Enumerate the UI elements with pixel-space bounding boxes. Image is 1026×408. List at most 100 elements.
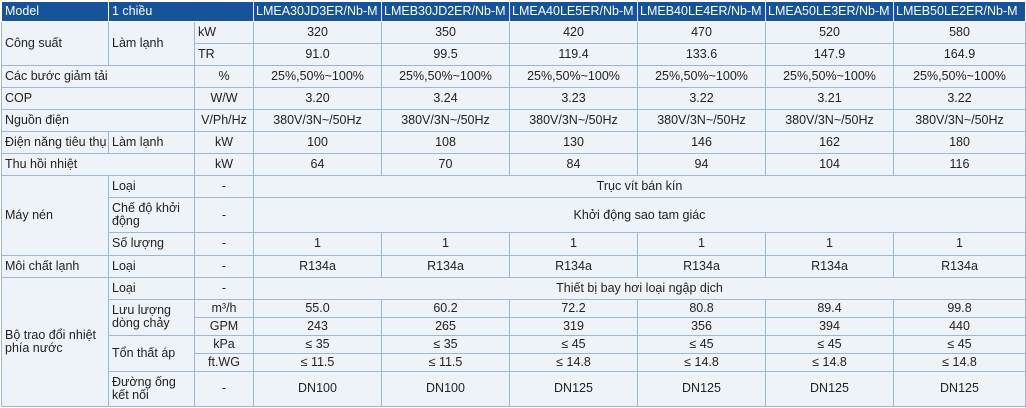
value-cell: 3.20: [253, 87, 382, 111]
value-cell: ≤ 14.8: [509, 352, 638, 372]
compressor-type-row: Máy nén Loại - Trục vít bán kín: [1, 175, 1026, 256]
value-cell: ≤ 14.8: [893, 352, 1026, 372]
value-cell: 243: [253, 316, 382, 336]
value-cell: DN125: [637, 370, 766, 408]
unit-cell: m³/h: [194, 298, 254, 318]
value-cell: ≤ 45: [637, 334, 766, 354]
load-steps-row: Các bước giảm tải % 25%,50%~100% 25%,50%…: [1, 65, 1026, 89]
value-cell: 25%,50%~100%: [637, 65, 766, 89]
capacity-kw-row: Công suất Làm lạnh kW 320 350 420 470 52…: [1, 20, 1026, 67]
value-cell: 55.0: [253, 298, 382, 318]
unit-cell: kPa: [194, 334, 254, 354]
header-model-name: LMEA40LE5ER/Nb-M: [509, 1, 638, 22]
compressor-qty-row: Số lượng - 1 1 1 1 1 1: [2, 232, 1026, 256]
value-cell: 470: [637, 20, 766, 45]
value-cell: 146: [637, 131, 766, 155]
value-cell: ≤ 14.8: [637, 352, 766, 372]
value-cell: DN125: [509, 370, 638, 408]
unit-cell: kW: [194, 131, 254, 155]
header-model-name: LMEB30JD2ER/Nb-M: [381, 1, 510, 22]
value-cell: DN100: [253, 370, 382, 408]
header-model-name: LMEA30JD3ER/Nb-M: [253, 1, 382, 22]
value-cell: 1: [637, 232, 766, 256]
value-cell: 70: [381, 153, 510, 177]
value-cell: 116: [893, 153, 1026, 177]
value-cell: 72.2: [509, 298, 638, 318]
value-cell: 380V/3N~/50Hz: [253, 109, 382, 133]
heat-recovery-label: Thu hồi nhiệt: [1, 153, 195, 177]
value-cell: ≤ 14.8: [765, 352, 894, 372]
power-supply-label: Nguồn điện: [1, 109, 195, 133]
unit-cell: -: [194, 232, 254, 256]
value-cell: 119.4: [509, 43, 638, 67]
value-cell: 3.22: [893, 87, 1026, 111]
value-cell: 60.2: [381, 298, 510, 318]
value-cell: ≤ 35: [381, 334, 510, 354]
value-cell: 1: [893, 232, 1026, 256]
cop-row: COP W/W 3.20 3.24 3.23 3.22 3.21 3.22: [1, 87, 1026, 111]
unit-cell: %: [194, 65, 254, 89]
value-cell: R134a: [765, 254, 894, 278]
capacity-tr-row: TR 91.0 99.5 119.4 133.6 147.9 164.9: [2, 43, 1026, 67]
value-cell: 1: [509, 232, 638, 256]
value-cell: 380V/3N~/50Hz: [765, 109, 894, 133]
pressure-ftwg-row: ft.WG ≤ 11.5 ≤ 11.5 ≤ 14.8 ≤ 14.8 ≤ 14.8…: [2, 352, 1026, 372]
value-cell: DN100: [381, 370, 510, 408]
value-cell: R134a: [253, 254, 382, 278]
flow-gpm-row: GPM 243 265 319 356 394 440: [2, 316, 1026, 336]
value-cell: 3.24: [381, 87, 510, 111]
value-cell: 25%,50%~100%: [381, 65, 510, 89]
value-cell: 1: [765, 232, 894, 256]
capacity-sub-label: Làm lạnh: [108, 20, 195, 67]
header-model-name: LMEB50LE2ER/Nb-M: [893, 1, 1026, 22]
heat-recovery-row: Thu hồi nhiệt kW 64 70 84 94 104 116: [1, 153, 1026, 177]
value-cell: 394: [765, 316, 894, 336]
refrigerant-row: Môi chất lạnh Loại - R134a R134a R134a R…: [1, 254, 1026, 278]
value-cell: ≤ 45: [509, 334, 638, 354]
compressor-start-value: Khởi động sao tam giác: [253, 197, 1026, 234]
value-cell: R134a: [381, 254, 510, 278]
unit-cell: kW: [194, 153, 254, 177]
value-cell: 164.9: [893, 43, 1026, 67]
value-cell: 25%,50%~100%: [253, 65, 382, 89]
value-cell: 440: [893, 316, 1026, 336]
value-cell: 108: [381, 131, 510, 155]
power-supply-row: Nguồn điện V/Ph/Hz 380V/3N~/50Hz 380V/3N…: [1, 109, 1026, 133]
water-hx-type-row: Bộ trao đổi nhiệt phía nước Loại - Thiết…: [1, 276, 1026, 408]
value-cell: 180: [893, 131, 1026, 155]
value-cell: DN125: [765, 370, 894, 408]
value-cell: 350: [381, 20, 510, 45]
power-input-label: Điện năng tiêu thụ: [1, 131, 109, 155]
value-cell: 99.5: [381, 43, 510, 67]
value-cell: 162: [765, 131, 894, 155]
value-cell: 3.22: [637, 87, 766, 111]
value-cell: ≤ 35: [253, 334, 382, 354]
value-cell: R134a: [893, 254, 1026, 278]
value-cell: 580: [893, 20, 1026, 45]
value-cell: ≤ 11.5: [381, 352, 510, 372]
flow-sub-label: Lưu lượng dòng chảy: [108, 298, 195, 336]
value-cell: 147.9: [765, 43, 894, 67]
value-cell: 380V/3N~/50Hz: [893, 109, 1026, 133]
value-cell: ≤ 45: [765, 334, 894, 354]
value-cell: 99.8: [893, 298, 1026, 318]
compressor-start-sub-label: Chế độ khởi động: [108, 197, 195, 234]
value-cell: 84: [509, 153, 638, 177]
flow-m3h-row: Lưu lượng dòng chảy m³/h 55.0 60.2 72.2 …: [2, 298, 1026, 336]
pipe-sub-label: Đường ống kết nối: [108, 370, 195, 408]
compressor-label: Máy nén: [1, 175, 109, 256]
unit-cell: TR: [194, 43, 254, 67]
value-cell: 3.21: [765, 87, 894, 111]
unit-cell: V/Ph/Hz: [194, 109, 254, 133]
unit-cell: GPM: [194, 316, 254, 336]
value-cell: 80.8: [637, 298, 766, 318]
compressor-qty-sub-label: Số lượng: [108, 232, 195, 256]
value-cell: R134a: [637, 254, 766, 278]
pressure-drop-sub-label: Tổn thất áp: [108, 334, 195, 372]
value-cell: 25%,50%~100%: [893, 65, 1026, 89]
unit-cell: -: [194, 276, 254, 300]
cop-label: COP: [1, 87, 195, 111]
pipe-row: Đường ống kết nối - DN100 DN100 DN125 DN…: [2, 370, 1026, 408]
header-type: 1 chiều: [108, 1, 254, 22]
header-model-name: LMEB40LE4ER/Nb-M: [637, 1, 766, 22]
